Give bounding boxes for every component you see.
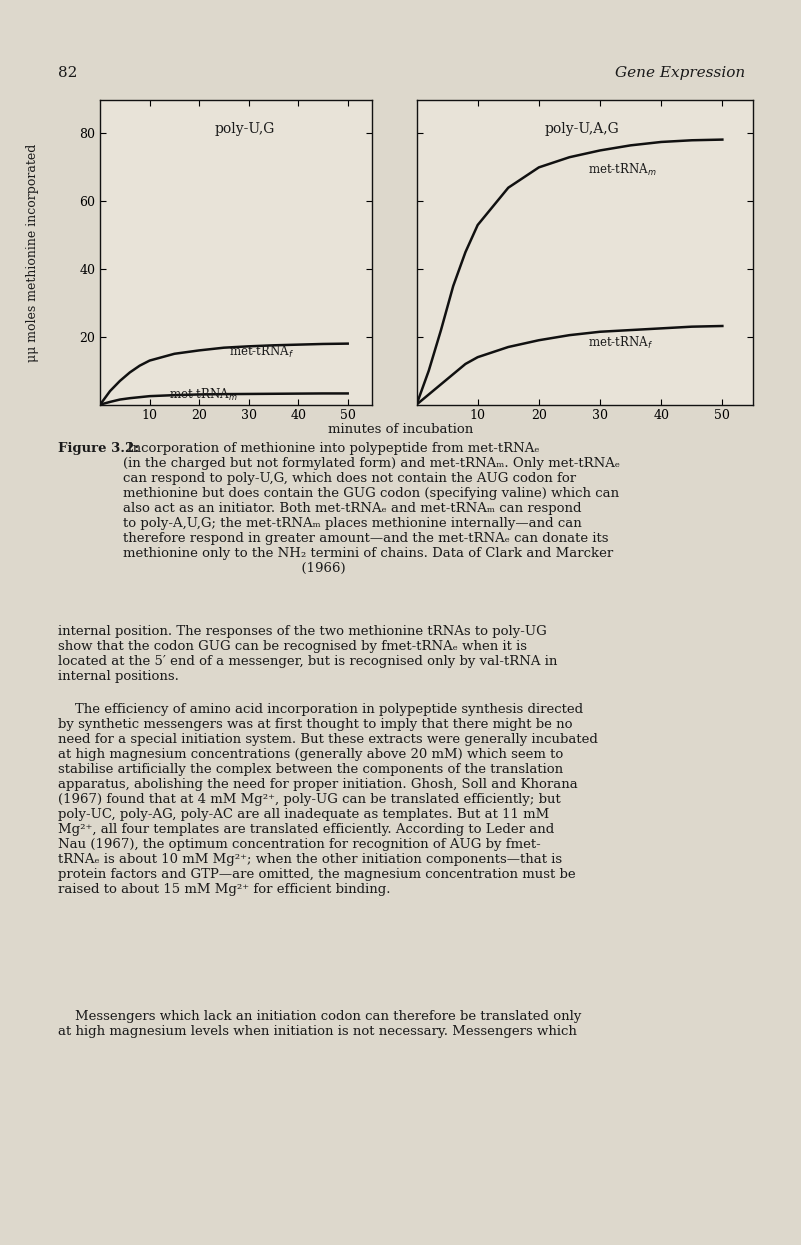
Text: minutes of incubation: minutes of incubation xyxy=(328,423,473,436)
Text: poly-U,A,G: poly-U,A,G xyxy=(545,122,619,136)
Text: Messengers which lack an initiation codon can therefore be translated only
at hi: Messengers which lack an initiation codo… xyxy=(58,1010,581,1037)
Text: internal position. The responses of the two methionine tRNAs to poly-UG
show tha: internal position. The responses of the … xyxy=(58,625,557,684)
Text: met-tRNA$_f$: met-tRNA$_f$ xyxy=(229,344,294,360)
Text: 82: 82 xyxy=(58,66,77,80)
Text: Gene Expression: Gene Expression xyxy=(614,66,745,80)
Text: Incorporation of methionine into polypeptide from met-tRNAₑ
(in the charged but : Incorporation of methionine into polypep… xyxy=(123,442,620,575)
Text: poly-U,G: poly-U,G xyxy=(215,122,275,136)
Text: met-tRNA$_m$: met-tRNA$_m$ xyxy=(588,162,657,178)
Text: met-tRNA$_m$: met-tRNA$_m$ xyxy=(170,386,238,402)
Text: Figure 3.2:: Figure 3.2: xyxy=(58,442,139,454)
Text: met-tRNA$_f$: met-tRNA$_f$ xyxy=(588,335,653,351)
Text: The efficiency of amino acid incorporation in polypeptide synthesis directed
by : The efficiency of amino acid incorporati… xyxy=(58,703,598,896)
Text: μμ moles methionine incorporated: μμ moles methionine incorporated xyxy=(26,143,38,362)
